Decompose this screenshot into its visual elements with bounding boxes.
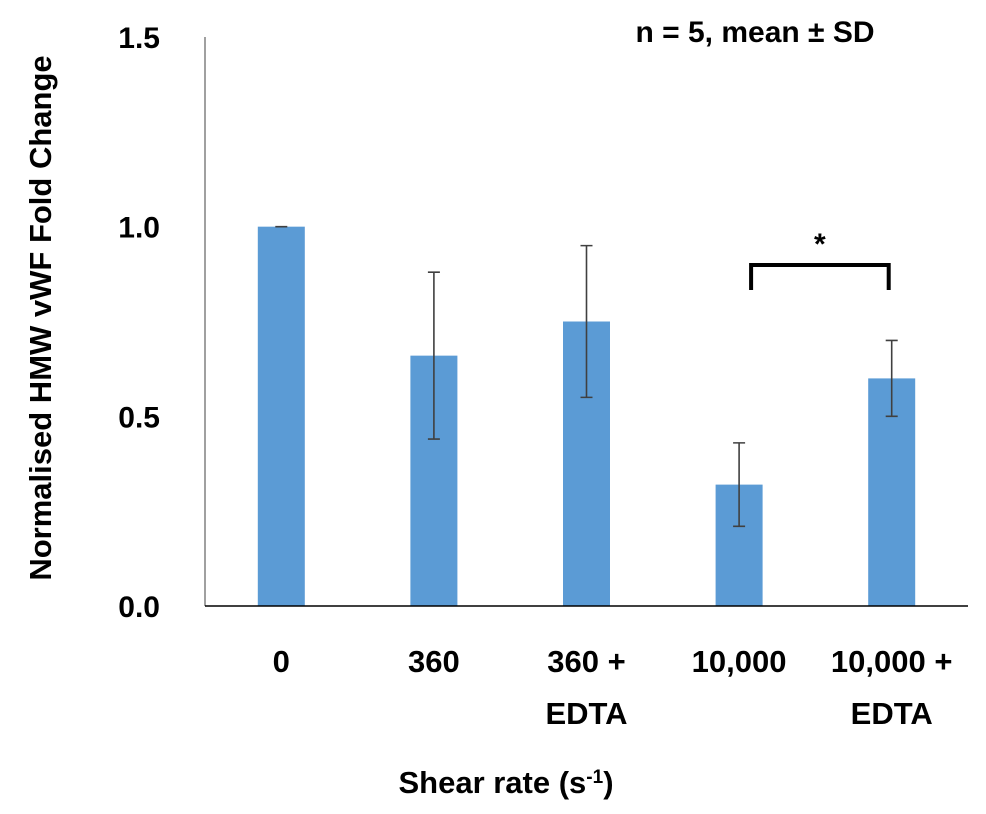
error-bar-1 (427, 271, 440, 440)
x-axis-title-main: Shear rate (s (398, 765, 586, 800)
error-bar-4 (885, 339, 898, 418)
y-tick-label: 0.5 (118, 401, 160, 434)
y-tick-label: 0.0 (118, 591, 160, 624)
x-tick-label: 10,000 + (831, 644, 953, 679)
x-tick-label: EDTA (851, 696, 933, 731)
x-tick-label: EDTA (545, 696, 627, 731)
y-tick-labels: 0.0 0.5 1.0 1.5 (118, 22, 160, 624)
error-bars-group (275, 225, 898, 528)
x-axis-title: Shear rate (s-1) (398, 765, 613, 800)
x-category-labels: 0 360 360 + EDTA 10,000 10,000 + EDTA (273, 644, 953, 731)
error-bar-3 (733, 442, 746, 528)
x-tick-label: 10,000 (692, 644, 787, 679)
error-bar-2 (580, 244, 593, 399)
chart-annotation: n = 5, mean ± SD (635, 16, 874, 49)
y-tick-label: 1.5 (118, 22, 160, 55)
significance-bracket (749, 263, 891, 290)
x-tick-label: 360 (408, 644, 460, 679)
y-tick-label: 1.0 (118, 212, 160, 245)
x-axis-title-suffix: ) (603, 765, 613, 800)
x-axis-title-superscript: -1 (586, 767, 603, 788)
x-tick-label: 0 (273, 644, 290, 679)
x-tick-label: 360 + (547, 644, 625, 679)
y-axis-title: Normalised HMW vWF Fold Change (23, 55, 58, 580)
significance-star: * (814, 228, 826, 261)
bar-0 (257, 226, 305, 606)
